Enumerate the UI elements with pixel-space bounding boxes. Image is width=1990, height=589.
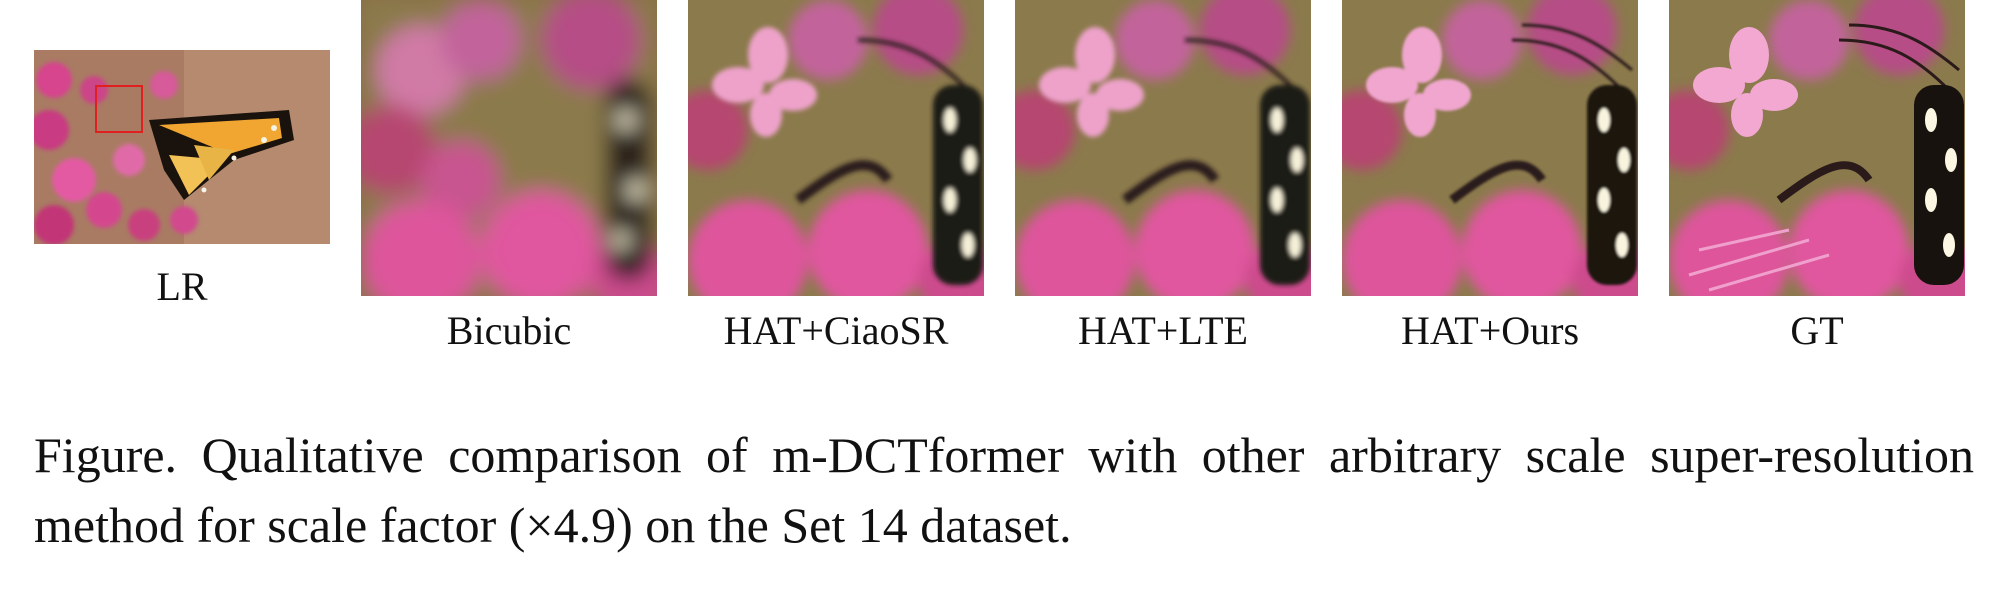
panel-label: HAT+Ours — [1400, 308, 1580, 353]
hat-ciaosr-image — [688, 0, 984, 296]
panel-label: LR — [156, 264, 208, 309]
panel-hat-lte: HAT+LTE — [1015, 0, 1311, 360]
panel-hat-ours: HAT+Ours — [1342, 0, 1638, 360]
panel-label: HAT+LTE — [1078, 308, 1248, 353]
panel-hat-ciaosr: HAT+CiaoSR — [688, 0, 984, 360]
hat-ours-image — [1342, 0, 1638, 296]
panel-label: GT — [1790, 308, 1844, 353]
panel-lr: LR — [34, 0, 330, 360]
hat-lte-image — [1015, 0, 1311, 296]
panel-label: Bicubic — [446, 308, 572, 353]
lr-image — [34, 50, 330, 244]
panel-bicubic: Bicubic — [361, 0, 657, 360]
gt-image — [1669, 0, 1965, 296]
panel-label: HAT+CiaoSR — [723, 308, 949, 353]
figure-caption: Figure. Qualitative comparison of m-DCTf… — [34, 427, 1974, 553]
panel-gt: GT — [1669, 0, 1965, 360]
bicubic-image — [361, 0, 657, 296]
